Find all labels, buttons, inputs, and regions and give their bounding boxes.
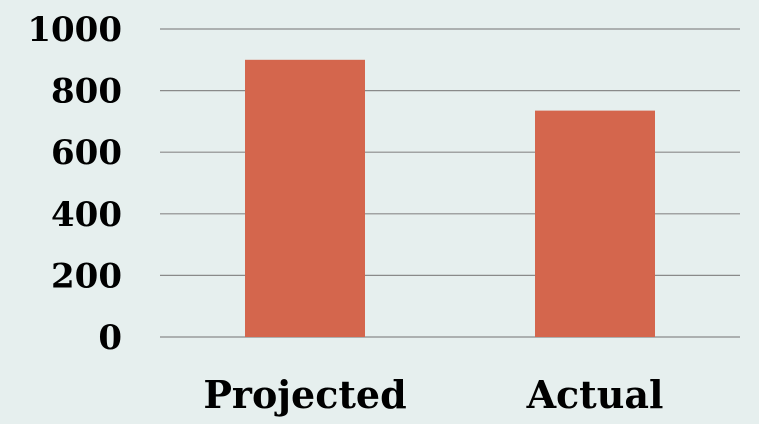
x-category-label-projected: Projected [203,372,406,417]
y-axis-tick-labels: 0 200 400 600 800 1000 [27,10,122,358]
y-tick-label-600: 600 [51,133,122,173]
x-axis-category-labels: Projected Actual [203,372,663,417]
bar-projected [245,59,365,338]
x-category-label-actual: Actual [526,372,664,417]
y-tick-label-1000: 1000 [27,10,122,50]
bar-actual [535,110,655,338]
y-tick-label-200: 200 [51,256,122,296]
bars [245,59,655,338]
y-tick-label-400: 400 [51,195,122,235]
y-tick-label-800: 800 [51,72,122,112]
y-tick-label-0: 0 [98,318,122,358]
